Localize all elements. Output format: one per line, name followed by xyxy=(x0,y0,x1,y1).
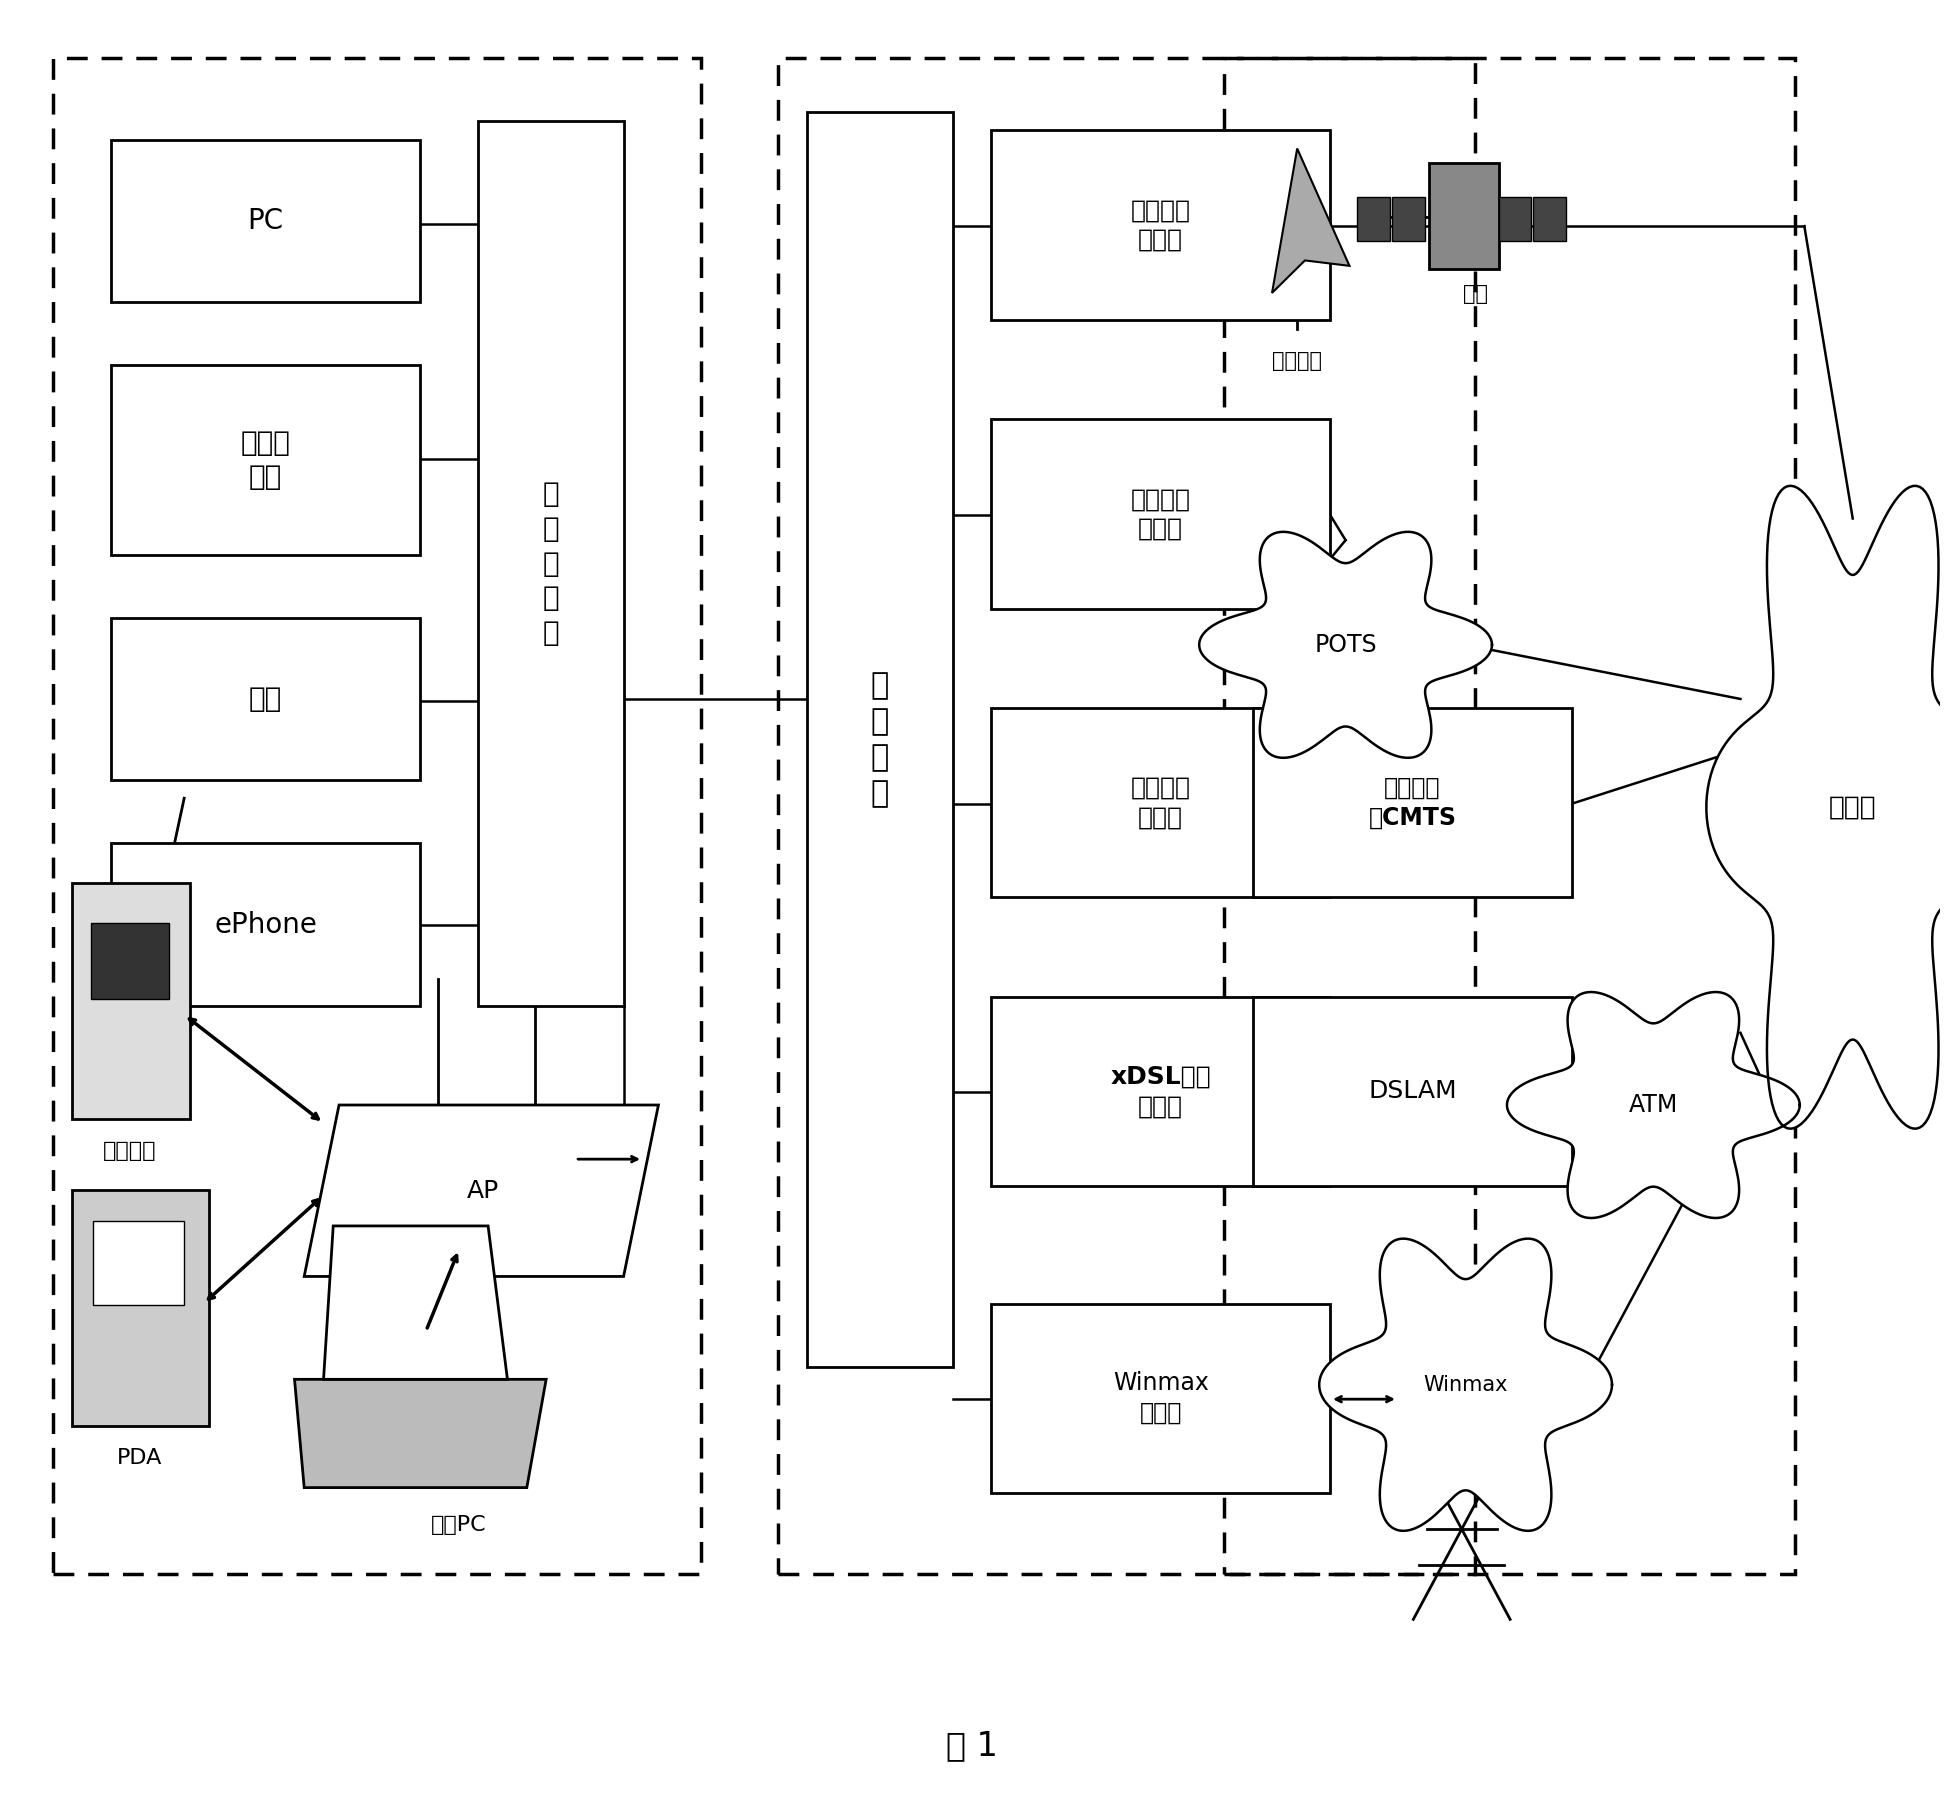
FancyBboxPatch shape xyxy=(991,131,1330,319)
FancyBboxPatch shape xyxy=(111,140,420,303)
FancyBboxPatch shape xyxy=(93,1220,185,1305)
FancyBboxPatch shape xyxy=(1499,198,1532,241)
Text: DSLAM: DSLAM xyxy=(1369,1079,1456,1104)
Polygon shape xyxy=(1199,531,1491,758)
Text: PDA: PDA xyxy=(117,1449,163,1469)
Text: Winmax: Winmax xyxy=(1423,1374,1509,1394)
Bar xyxy=(778,58,1475,1574)
Polygon shape xyxy=(303,1104,659,1276)
FancyBboxPatch shape xyxy=(1252,997,1573,1186)
Text: 广域网: 广域网 xyxy=(1829,794,1876,819)
Text: ATM: ATM xyxy=(1629,1093,1678,1117)
FancyBboxPatch shape xyxy=(1392,198,1425,241)
FancyBboxPatch shape xyxy=(991,419,1330,609)
Text: 电视机
顶盒: 电视机 顶盒 xyxy=(241,428,290,491)
Text: POTS: POTS xyxy=(1314,633,1376,656)
Text: 图 1: 图 1 xyxy=(947,1730,997,1762)
FancyBboxPatch shape xyxy=(1252,709,1573,897)
Text: 家电: 家电 xyxy=(249,685,282,713)
Text: 卫星调制
解调器: 卫星调制 解调器 xyxy=(1131,198,1192,252)
FancyBboxPatch shape xyxy=(478,121,624,1006)
Text: xDSL调制
解调器: xDSL调制 解调器 xyxy=(1110,1064,1211,1119)
FancyBboxPatch shape xyxy=(991,709,1330,897)
FancyBboxPatch shape xyxy=(72,883,191,1119)
FancyBboxPatch shape xyxy=(807,112,953,1367)
Text: Winmax
用户端: Winmax 用户端 xyxy=(1112,1371,1209,1425)
Polygon shape xyxy=(1507,992,1800,1218)
Polygon shape xyxy=(1707,486,1944,1129)
Bar xyxy=(52,58,702,1574)
FancyBboxPatch shape xyxy=(1357,198,1390,241)
Polygon shape xyxy=(1271,149,1349,294)
Text: 单向或双
向CMTS: 单向或双 向CMTS xyxy=(1369,776,1456,830)
FancyBboxPatch shape xyxy=(111,618,420,780)
FancyBboxPatch shape xyxy=(111,843,420,1006)
FancyBboxPatch shape xyxy=(1429,163,1499,270)
Text: 移动电话: 移动电话 xyxy=(103,1140,157,1160)
Text: 模拟调制
解调器: 模拟调制 解调器 xyxy=(1131,488,1192,540)
Text: PC: PC xyxy=(247,207,284,234)
Text: ePhone: ePhone xyxy=(214,910,317,939)
FancyBboxPatch shape xyxy=(91,923,169,999)
FancyBboxPatch shape xyxy=(991,1304,1330,1494)
Bar xyxy=(1223,58,1794,1574)
Polygon shape xyxy=(323,1226,507,1380)
FancyBboxPatch shape xyxy=(72,1189,210,1427)
Text: 卫星天线: 卫星天线 xyxy=(1271,350,1322,370)
Text: 电缆调制
解调器: 电缆调制 解调器 xyxy=(1131,776,1192,830)
Text: 局
域
网
设
备: 局 域 网 设 备 xyxy=(542,480,560,647)
Text: AP: AP xyxy=(467,1178,500,1202)
FancyBboxPatch shape xyxy=(1534,198,1567,241)
FancyBboxPatch shape xyxy=(991,997,1330,1186)
Polygon shape xyxy=(295,1380,546,1488)
Text: 卫星: 卫星 xyxy=(1462,285,1487,305)
Polygon shape xyxy=(1320,1238,1612,1530)
Text: 移动PC: 移动PC xyxy=(432,1514,486,1534)
Text: 数
字
网
关: 数 字 网 关 xyxy=(871,671,888,809)
FancyBboxPatch shape xyxy=(111,364,420,555)
